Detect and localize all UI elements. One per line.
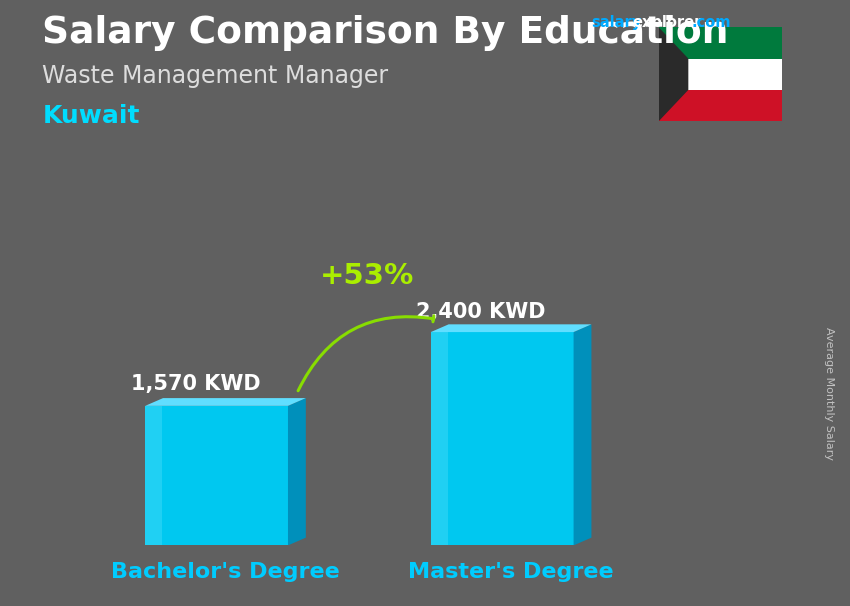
Polygon shape <box>145 406 162 545</box>
Polygon shape <box>574 324 592 545</box>
Polygon shape <box>431 332 574 545</box>
Text: 2,400 KWD: 2,400 KWD <box>416 302 546 322</box>
Text: .com: .com <box>691 15 730 30</box>
Bar <box>659 90 782 121</box>
Text: explorer: explorer <box>632 15 702 30</box>
Bar <box>659 59 782 90</box>
Text: Salary Comparison By Education: Salary Comparison By Education <box>42 15 728 51</box>
Polygon shape <box>659 27 688 121</box>
Polygon shape <box>431 332 448 545</box>
Polygon shape <box>145 398 306 406</box>
Polygon shape <box>288 398 306 545</box>
Text: salary: salary <box>591 15 641 30</box>
Text: Bachelor's Degree: Bachelor's Degree <box>111 562 340 582</box>
Text: +53%: +53% <box>320 262 415 290</box>
Polygon shape <box>145 406 288 545</box>
Text: Average Monthly Salary: Average Monthly Salary <box>824 327 834 461</box>
Polygon shape <box>431 324 592 332</box>
Text: 1,570 KWD: 1,570 KWD <box>131 374 260 394</box>
Text: Master's Degree: Master's Degree <box>408 562 614 582</box>
Text: Kuwait: Kuwait <box>42 104 140 128</box>
Text: Waste Management Manager: Waste Management Manager <box>42 64 388 88</box>
Bar <box>659 27 782 59</box>
